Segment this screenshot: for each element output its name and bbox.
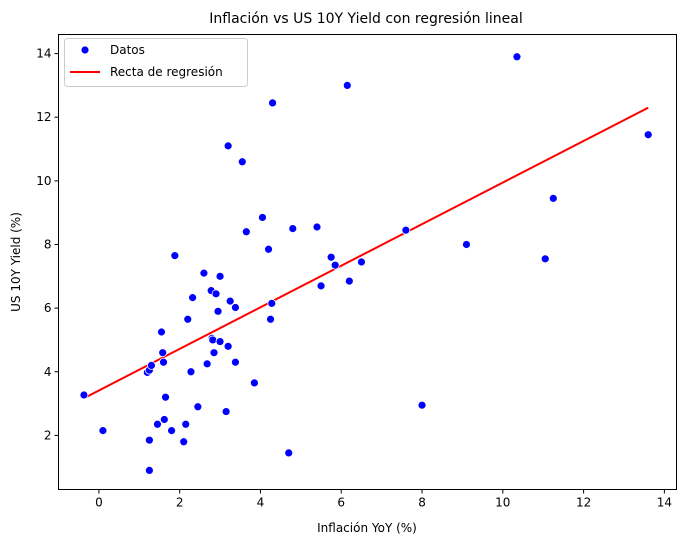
data-point xyxy=(312,222,322,232)
data-point xyxy=(268,98,277,108)
data-point xyxy=(170,251,180,261)
x-tick-label: 2 xyxy=(176,496,184,510)
data-point xyxy=(209,348,219,358)
x-tick-label: 12 xyxy=(576,496,591,510)
x-tick-label: 14 xyxy=(657,496,672,510)
data-point xyxy=(159,415,169,424)
data-point xyxy=(158,348,168,358)
data-point xyxy=(186,367,196,377)
data-point xyxy=(199,268,209,278)
data-point xyxy=(258,213,267,222)
y-tick-label: 6 xyxy=(44,301,52,315)
data-point xyxy=(250,378,259,388)
data-point xyxy=(284,448,294,458)
data-point xyxy=(167,426,176,436)
y-tick-label: 10 xyxy=(36,174,51,188)
data-point xyxy=(267,298,277,308)
legend-label-regression: Recta de regresión xyxy=(110,65,223,79)
data-point xyxy=(326,252,336,262)
data-point xyxy=(330,260,340,270)
data-point xyxy=(221,407,231,416)
y-tick-label: 12 xyxy=(36,110,51,124)
legend-box xyxy=(64,38,248,87)
x-tick-label: 4 xyxy=(257,496,265,510)
data-point xyxy=(357,257,366,267)
legend-label-datos: Datos xyxy=(110,43,145,57)
data-point xyxy=(266,314,275,324)
data-point xyxy=(211,289,221,299)
data-point xyxy=(237,157,247,167)
data-point xyxy=(342,81,352,90)
data-point xyxy=(540,254,550,264)
data-point xyxy=(183,314,193,324)
y-tick-label: 14 xyxy=(36,47,51,61)
data-point xyxy=(159,357,168,367)
data-point xyxy=(153,419,162,429)
x-tick-label: 0 xyxy=(95,496,103,510)
data-point xyxy=(157,327,166,337)
data-point xyxy=(231,357,240,367)
data-point xyxy=(241,227,251,237)
data-points xyxy=(79,52,653,475)
data-point xyxy=(213,306,223,316)
data-point xyxy=(401,225,411,235)
data-point xyxy=(193,402,203,412)
y-tick-label: 4 xyxy=(44,365,52,379)
x-tick-label: 8 xyxy=(418,496,426,510)
data-point xyxy=(231,303,240,312)
x-axis: 0 2 4 6 8 10 12 14 xyxy=(95,489,672,510)
data-point xyxy=(215,337,225,346)
legend: Datos Recta de regresión xyxy=(64,38,248,87)
data-point xyxy=(462,240,471,249)
data-point xyxy=(188,293,198,303)
data-point xyxy=(344,276,354,286)
data-point xyxy=(144,466,154,475)
data-point xyxy=(417,400,427,410)
regression-layer xyxy=(83,106,649,400)
x-tick-label: 6 xyxy=(337,496,345,510)
data-point xyxy=(264,244,273,254)
data-point xyxy=(202,359,212,369)
data-point xyxy=(181,419,191,429)
regression-line xyxy=(83,106,649,400)
data-point xyxy=(215,271,225,281)
data-point xyxy=(208,335,218,345)
data-point xyxy=(548,193,558,203)
data-point xyxy=(223,141,233,151)
data-point xyxy=(98,426,108,436)
data-point xyxy=(512,52,522,62)
plot-area xyxy=(58,34,677,490)
data-point xyxy=(179,437,189,447)
data-point xyxy=(225,296,235,306)
x-tick-label: 10 xyxy=(495,496,510,510)
chart-title: Inflación vs US 10Y Yield con regresión … xyxy=(209,11,523,27)
data-point xyxy=(288,224,298,233)
data-point xyxy=(643,130,653,140)
y-tick-label: 2 xyxy=(44,428,52,442)
y-tick-label: 8 xyxy=(44,238,52,252)
y-axis-label: US 10Y Yield (%) xyxy=(9,212,23,312)
data-point xyxy=(316,281,326,291)
data-point xyxy=(79,390,89,400)
y-axis: 2 4 6 8 10 12 14 xyxy=(36,47,59,442)
x-axis-label: Inflación YoY (%) xyxy=(317,521,417,535)
data-point xyxy=(223,341,233,351)
data-point xyxy=(144,435,154,445)
legend-marker-datos xyxy=(80,45,90,55)
data-point xyxy=(147,361,156,370)
data-point xyxy=(161,392,170,402)
